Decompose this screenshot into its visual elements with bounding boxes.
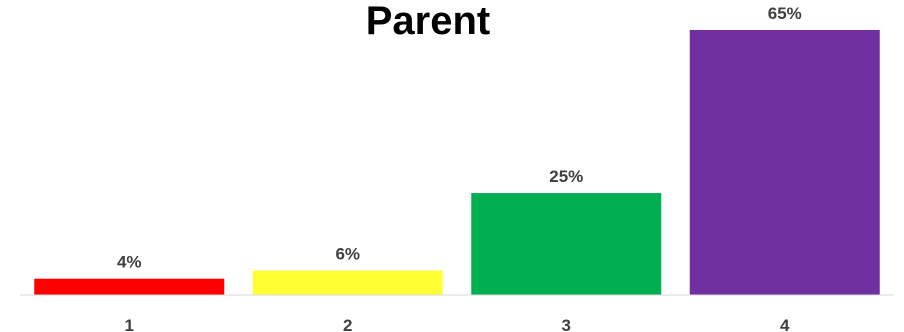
data-label-2: 6% xyxy=(335,245,360,264)
x-tick-label-1: 1 xyxy=(125,316,134,332)
x-tick-label-3: 3 xyxy=(562,316,571,332)
chart-title: Parent xyxy=(366,0,491,43)
bars-layer xyxy=(34,30,880,295)
bar-2 xyxy=(252,270,443,295)
labels-layer: 4% 6% 25% 65% xyxy=(117,4,802,272)
ticks-layer: 1 2 3 4 xyxy=(125,316,791,332)
data-label-4: 65% xyxy=(768,4,802,23)
x-tick-label-4: 4 xyxy=(780,316,790,332)
x-tick-label-2: 2 xyxy=(343,316,352,332)
data-label-3: 25% xyxy=(549,167,583,186)
bar-3 xyxy=(471,193,662,295)
bar-1 xyxy=(34,278,225,295)
bar-4 xyxy=(689,30,880,295)
data-label-1: 4% xyxy=(117,253,142,272)
